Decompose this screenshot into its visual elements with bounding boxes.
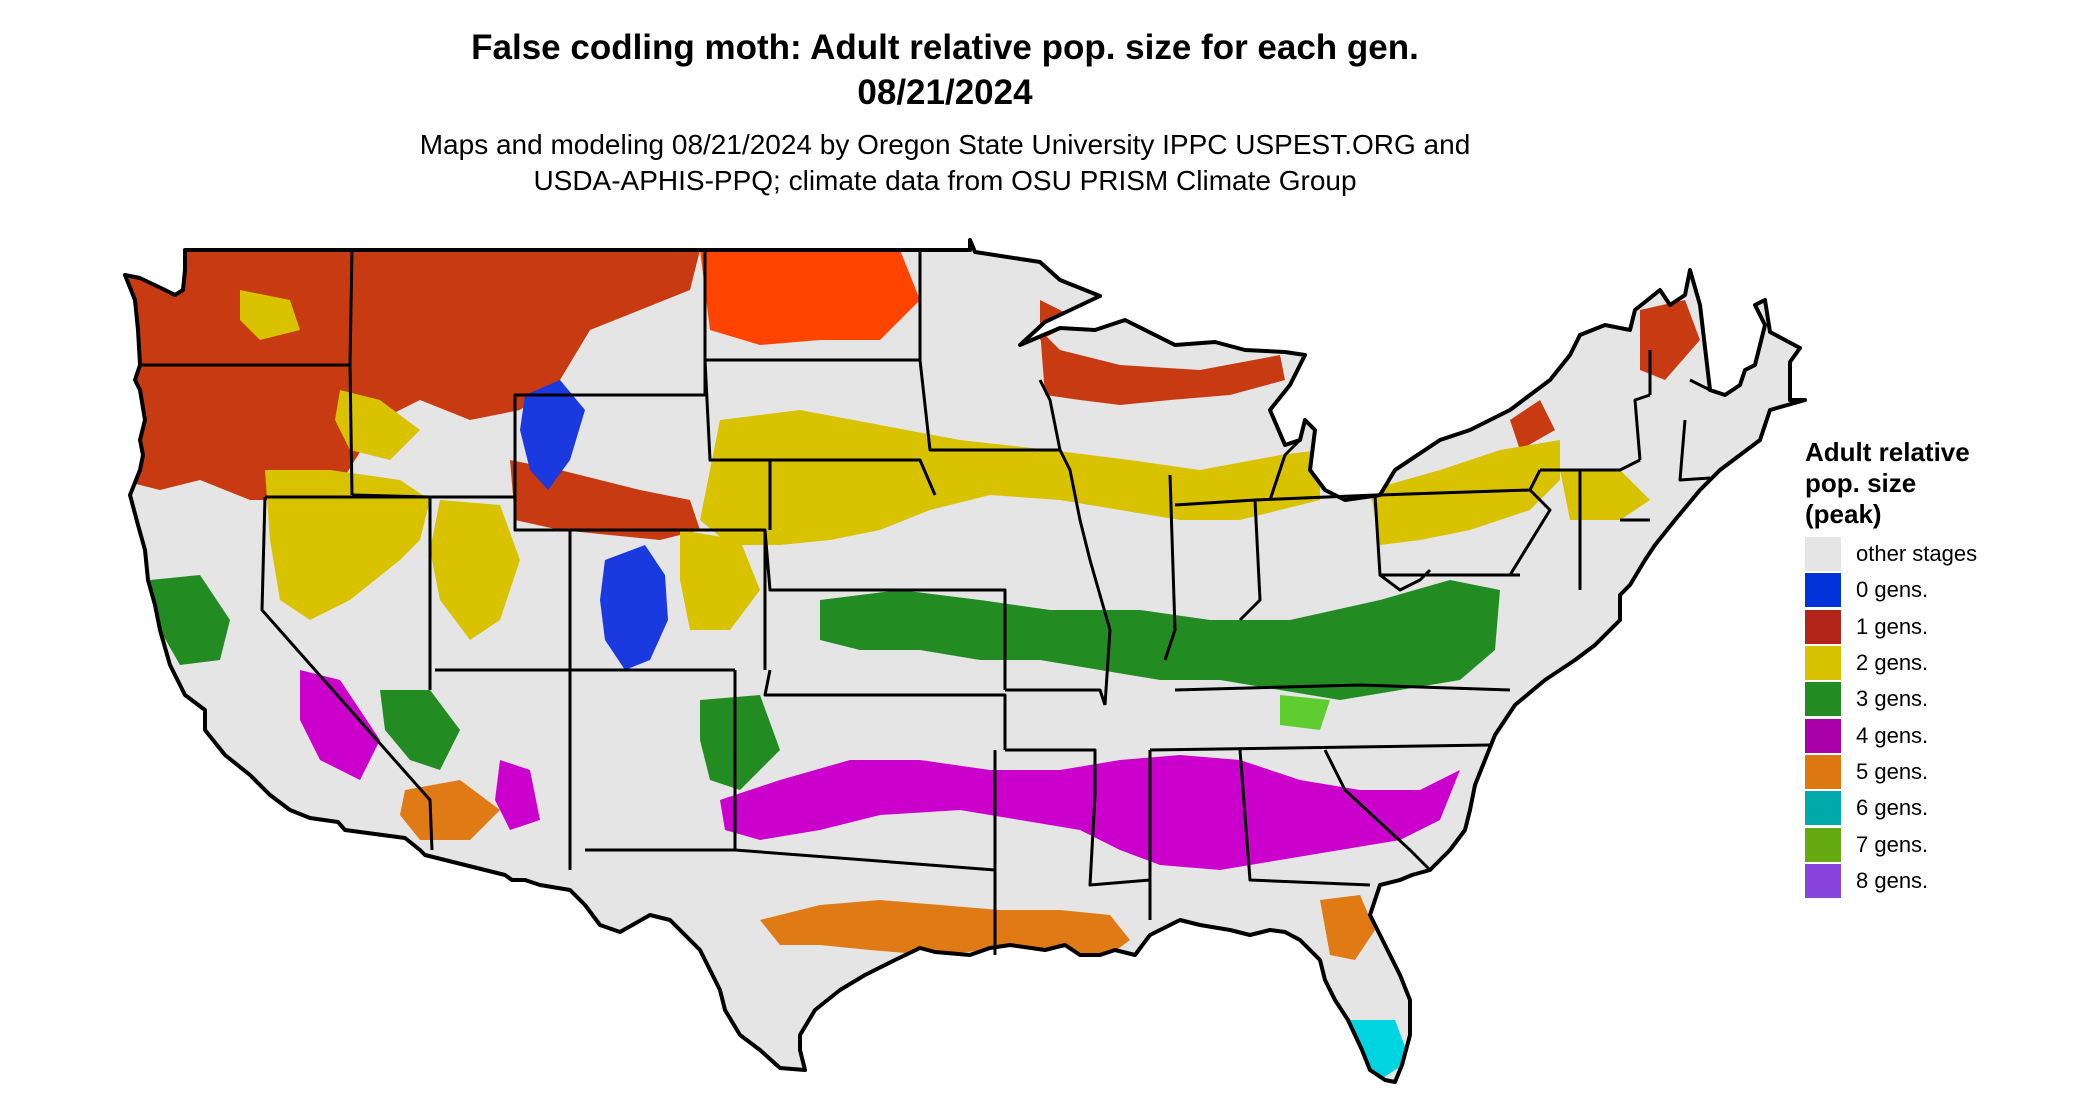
map-title: False codling moth: Adult relative pop. … xyxy=(471,28,1419,67)
legend-swatch xyxy=(1805,791,1841,826)
legend-swatch xyxy=(1805,718,1841,753)
map-date: 08/21/2024 xyxy=(857,73,1033,112)
legend-title-line: (peak) xyxy=(1805,499,1882,529)
legend-swatch xyxy=(1805,609,1841,644)
legend-label: 3 gens. xyxy=(1856,686,1929,712)
state-borders xyxy=(123,238,1807,1084)
legend-swatch xyxy=(1805,863,1841,898)
legend-label: 4 gens. xyxy=(1856,722,1929,748)
legend-swatch xyxy=(1805,754,1841,789)
legend-title-line: Adult relative xyxy=(1805,437,1970,467)
gen2-region xyxy=(240,290,1650,640)
legend-label: 5 gens. xyxy=(1856,758,1929,784)
subtitle-line-1: Maps and modeling 08/21/2024 by Oregon S… xyxy=(419,129,1471,160)
gen0-region xyxy=(520,380,668,670)
gen-regions xyxy=(125,240,1805,1105)
legend-item-7-gens: 7 gens. xyxy=(1805,826,2065,862)
legend-item-0-gens: 0 gens. xyxy=(1805,572,2065,608)
gen3-region xyxy=(150,575,1500,790)
legend-label: 2 gens. xyxy=(1856,650,1929,676)
gen5-region xyxy=(400,780,1375,960)
legend-title: Adult relative pop. size (peak) xyxy=(1805,437,2065,530)
gen7-region xyxy=(1340,1085,1375,1105)
legend-item-5-gens: 5 gens. xyxy=(1805,754,2065,790)
legend-item-1-gens: 1 gens. xyxy=(1805,609,2065,645)
legend-swatch xyxy=(1805,827,1841,862)
legend-label: 6 gens. xyxy=(1856,795,1929,821)
legend-label: 1 gens. xyxy=(1856,613,1929,639)
legend-swatch xyxy=(1805,646,1841,681)
legend-item-6-gens: 6 gens. xyxy=(1805,790,2065,826)
legend-label: 8 gens. xyxy=(1856,867,1929,893)
gen4-region xyxy=(300,670,1460,870)
legend-swatch xyxy=(1805,573,1841,608)
legend-label: other stages xyxy=(1856,541,1978,567)
legend-swatch xyxy=(1805,537,1841,572)
legend-label: 7 gens. xyxy=(1856,831,1929,857)
legend-item-2-gens: 2 gens. xyxy=(1805,645,2065,681)
subtitle-line-2: USDA-APHIS-PPQ; climate data from OSU PR… xyxy=(533,165,1357,196)
legend: Adult relative pop. size (peak) other st… xyxy=(1805,437,2065,899)
legend-item-other-stages: other stages xyxy=(1805,536,2065,572)
gen6-region xyxy=(810,990,1410,1080)
legend-item-3-gens: 3 gens. xyxy=(1805,681,2065,717)
legend-label: 0 gens. xyxy=(1856,577,1929,603)
legend-item-8-gens: 8 gens. xyxy=(1805,863,2065,899)
legend-title-line: pop. size xyxy=(1805,468,1917,498)
legend-item-4-gens: 4 gens. xyxy=(1805,717,2065,753)
legend-swatch xyxy=(1805,682,1841,717)
